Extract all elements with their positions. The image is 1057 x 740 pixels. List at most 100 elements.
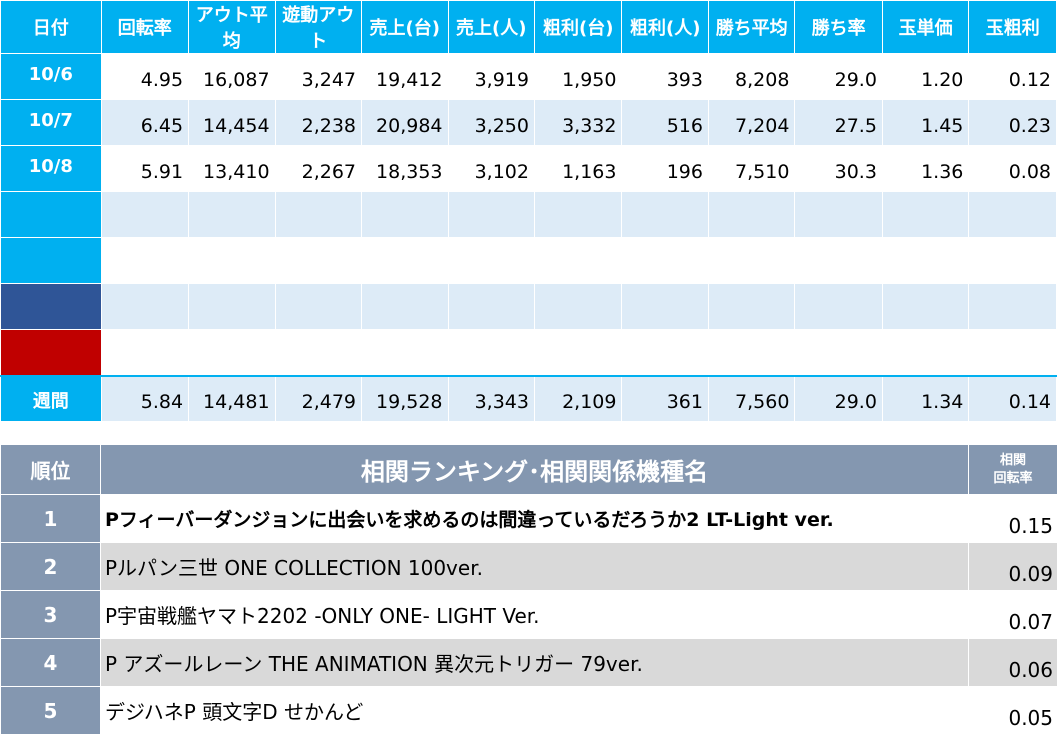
header-win-average: 勝ち平均 <box>707 0 796 54</box>
week-ball-profit: 0.14 <box>968 374 1057 422</box>
value-header-line2: 回転率 <box>993 470 1033 486</box>
cell-out-average: 14,454 <box>188 99 276 146</box>
empty-row <box>0 191 1057 238</box>
empty-row <box>0 283 1057 330</box>
cell-sales-machine: 18,353 <box>361 145 449 192</box>
cell-win-average: 7,204 <box>707 99 796 146</box>
header-date: 日付 <box>0 0 102 54</box>
cell-sales-person: 3,250 <box>447 99 535 146</box>
empty-row <box>0 329 1057 376</box>
stats-header-row: 日付 回転率 アウト平均 遊動アウト 売上(台) 売上(人) 粗利(台) 粗利(… <box>0 0 1057 54</box>
correlation-value: 0.09 <box>968 542 1057 591</box>
cell-sales-person: 3,102 <box>447 145 535 192</box>
week-sales-machine: 19,528 <box>361 374 449 422</box>
weekly-total-row: 週間 5.84 14,481 2,479 19,528 3,343 2,109 … <box>0 374 1057 422</box>
stats-row: 10/8 5.91 13,410 2,267 18,353 3,102 1,16… <box>0 145 1057 192</box>
header-play-out: 遊動アウト <box>274 0 363 54</box>
header-rotation-rate: 回転率 <box>100 0 190 54</box>
cell-play-out: 2,238 <box>274 99 363 146</box>
ranking-title: 相関ランキング･相関関係機種名 <box>100 444 969 495</box>
header-ball-unit-price: 玉単価 <box>881 0 970 54</box>
value-header-line1: 相関 <box>999 452 1026 468</box>
cell-win-average: 7,510 <box>707 145 796 192</box>
week-win-average: 7,560 <box>707 374 796 422</box>
header-profit-person: 粗利(人) <box>621 0 709 54</box>
machine-name: P宇宙戦艦ヤマト2202 -ONLY ONE- LIGHT Ver. <box>100 590 969 639</box>
cell-sales-person: 3,919 <box>447 53 535 100</box>
cell-profit-machine: 1,950 <box>533 53 623 100</box>
ranking-row: 4 P アズールレーン THE ANIMATION 異次元トリガー 79ver.… <box>0 638 1057 687</box>
week-win-rate: 29.0 <box>794 374 883 422</box>
ranking-row: 2 Pルパン三世 ONE COLLECTION 100ver. 0.09 <box>0 542 1057 591</box>
cell-profit-machine: 1,163 <box>533 145 623 192</box>
week-profit-person: 361 <box>621 374 709 422</box>
empty-date-cell <box>0 191 102 238</box>
row-date: 10/7 <box>0 99 102 146</box>
cell-profit-person: 516 <box>621 99 709 146</box>
header-win-rate: 勝ち率 <box>794 0 883 54</box>
cell-profit-person: 196 <box>621 145 709 192</box>
machine-name: P アズールレーン THE ANIMATION 異次元トリガー 79ver. <box>100 638 969 687</box>
week-out-average: 14,481 <box>188 374 276 422</box>
cell-out-average: 16,087 <box>188 53 276 100</box>
row-date: 10/8 <box>0 145 102 192</box>
cell-out-average: 13,410 <box>188 145 276 192</box>
rank-number: 1 <box>0 494 101 543</box>
stats-row: 10/7 6.45 14,454 2,238 20,984 3,250 3,33… <box>0 99 1057 146</box>
cell-win-average: 8,208 <box>707 53 796 100</box>
ranking-row: 3 P宇宙戦艦ヤマト2202 -ONLY ONE- LIGHT Ver. 0.0… <box>0 590 1057 639</box>
cell-play-out: 2,267 <box>274 145 363 192</box>
cell-win-rate: 27.5 <box>794 99 883 146</box>
cell-rotation-rate: 6.45 <box>100 99 190 146</box>
cell-sales-machine: 20,984 <box>361 99 449 146</box>
cell-rotation-rate: 5.91 <box>100 145 190 192</box>
week-profit-machine: 2,109 <box>533 374 623 422</box>
empty-date-cell-saturday <box>0 283 102 330</box>
cell-profit-machine: 3,332 <box>533 99 623 146</box>
week-play-out: 2,479 <box>274 374 363 422</box>
cell-ball-profit: 0.12 <box>968 53 1057 100</box>
stats-row: 10/6 4.95 16,087 3,247 19,412 3,919 1,95… <box>0 53 1057 100</box>
header-out-average: アウト平均 <box>188 0 276 54</box>
header-profit-machine: 粗利(台) <box>533 0 623 54</box>
rank-number: 3 <box>0 590 101 639</box>
empty-row <box>0 237 1057 284</box>
cell-ball-profit: 0.08 <box>968 145 1057 192</box>
ranking-header-row: 順位 相関ランキング･相関関係機種名 相関 回転率 <box>0 444 1057 495</box>
machine-name: デジハネP 頭文字D せかんど <box>100 686 969 735</box>
empty-date-cell <box>0 237 102 284</box>
correlation-value: 0.06 <box>968 638 1057 687</box>
header-ball-profit: 玉粗利 <box>968 0 1057 54</box>
week-sales-person: 3,343 <box>447 374 535 422</box>
cell-ball-profit: 0.23 <box>968 99 1057 146</box>
machine-name: Pフィーバーダンジョンに出会いを求めるのは間違っているだろうか2 LT-Ligh… <box>100 494 969 543</box>
value-header: 相関 回転率 <box>968 444 1057 495</box>
cell-win-rate: 29.0 <box>794 53 883 100</box>
week-label: 週間 <box>0 374 102 422</box>
rank-number: 2 <box>0 542 101 591</box>
empty-date-cell-sunday <box>0 329 102 376</box>
rank-number: 5 <box>0 686 101 735</box>
machine-name: Pルパン三世 ONE COLLECTION 100ver. <box>100 542 969 591</box>
cell-ball-unit-price: 1.36 <box>881 145 970 192</box>
cell-rotation-rate: 4.95 <box>100 53 190 100</box>
row-date: 10/6 <box>0 53 102 100</box>
header-sales-person: 売上(人) <box>447 0 535 54</box>
cell-play-out: 3,247 <box>274 53 363 100</box>
rank-number: 4 <box>0 638 101 687</box>
cell-ball-unit-price: 1.20 <box>881 53 970 100</box>
ranking-row: 5 デジハネP 頭文字D せかんど 0.05 <box>0 686 1057 735</box>
correlation-value: 0.15 <box>968 494 1057 543</box>
cell-win-rate: 30.3 <box>794 145 883 192</box>
correlation-value: 0.07 <box>968 590 1057 639</box>
ranking-row: 1 Pフィーバーダンジョンに出会いを求めるのは間違っているだろうか2 LT-Li… <box>0 494 1057 543</box>
week-rotation-rate: 5.84 <box>100 374 190 422</box>
rank-header: 順位 <box>0 444 101 495</box>
daily-stats-table: 日付 回転率 アウト平均 遊動アウト 売上(台) 売上(人) 粗利(台) 粗利(… <box>0 0 1057 422</box>
correlation-ranking-table: 順位 相関ランキング･相関関係機種名 相関 回転率 1 Pフィーバーダンジョンに… <box>0 444 1057 735</box>
cell-ball-unit-price: 1.45 <box>881 99 970 146</box>
header-sales-machine: 売上(台) <box>361 0 449 54</box>
correlation-value: 0.05 <box>968 686 1057 735</box>
cell-profit-person: 393 <box>621 53 709 100</box>
cell-sales-machine: 19,412 <box>361 53 449 100</box>
